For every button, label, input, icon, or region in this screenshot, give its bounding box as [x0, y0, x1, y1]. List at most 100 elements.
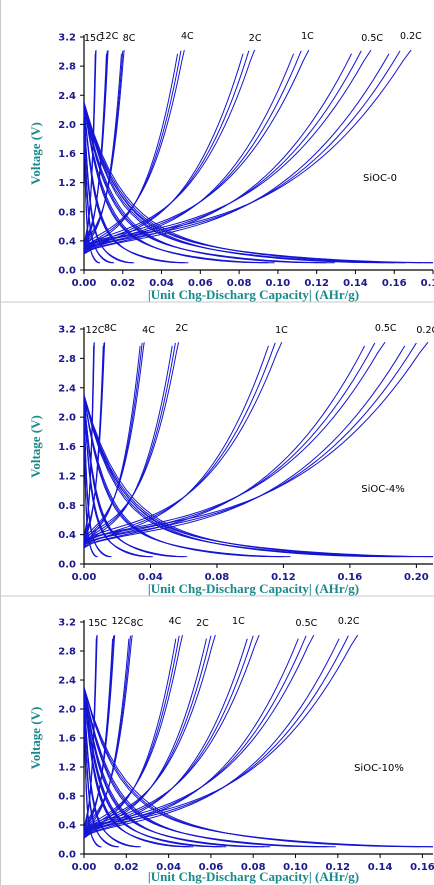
- y-tick-label: 3.2: [58, 33, 76, 44]
- charge-curve: [84, 345, 141, 548]
- charge-curve: [84, 638, 299, 839]
- sample-label: SiOC-10%: [354, 763, 404, 774]
- x-tick-label: 0.08: [227, 278, 252, 289]
- y-tick-label: 1.2: [58, 763, 76, 774]
- discharge-curve: [84, 687, 194, 848]
- charge-curve: [84, 53, 353, 255]
- x-tick-label: 0.10: [266, 278, 291, 289]
- charge-curve: [84, 341, 386, 543]
- x-tick-label: 0.10: [283, 862, 308, 873]
- series-2: [84, 50, 115, 264]
- y-tick-label: 0.8: [58, 207, 76, 218]
- charge-curve: [84, 50, 125, 249]
- x-tick-label: 0.14: [343, 278, 368, 289]
- x-tick-label: 0.08: [241, 862, 266, 873]
- x-tick-label: 0.18: [421, 278, 434, 289]
- x-tick-label: 0.02: [110, 278, 135, 289]
- y-tick-label: 2.8: [58, 647, 76, 658]
- y-axis-title: Voltage (V): [28, 122, 43, 185]
- x-tick-label: 0.14: [368, 862, 393, 873]
- y-tick-label: 2.4: [58, 676, 76, 687]
- charge-curve: [84, 635, 307, 836]
- charge-curve: [84, 49, 256, 249]
- y-tick-label: 0.8: [58, 792, 76, 803]
- charge-curve: [84, 49, 412, 249]
- chart-panel-3: 0.0 0.4 0.8 1.2 1.6 2.0 2.4 2.8 3.2 0.00 0.02 0.04 0…: [28, 616, 434, 884]
- y-tick-label: 0.0: [58, 266, 76, 277]
- y-tick-label: 1.6: [58, 734, 76, 745]
- sample-label: SiOC-0: [363, 173, 397, 184]
- x-tick-label: 0.06: [188, 278, 213, 289]
- charge-curve: [84, 342, 180, 543]
- y-tick-label: 2.8: [58, 354, 76, 365]
- rate-label: 0.5C: [375, 323, 397, 334]
- series-3: [84, 50, 135, 264]
- rate-label: 15C: [88, 618, 107, 629]
- x-tick-label: 0.12: [325, 862, 350, 873]
- y-tick-label: 0.8: [58, 501, 76, 512]
- series-4: [84, 342, 188, 558]
- x-tick-label: 0.02: [114, 862, 139, 873]
- charge-curve: [84, 342, 283, 543]
- x-tick-label: 0.12: [271, 572, 296, 583]
- discharge-curve: [84, 394, 433, 558]
- x-tick-label: 0.16: [338, 572, 363, 583]
- y-tick-label: 2.0: [58, 705, 76, 716]
- rate-label: 0.5C: [296, 618, 318, 629]
- rate-label: 2C: [196, 618, 209, 629]
- discharge-curve: [84, 102, 275, 264]
- charge-curve: [84, 634, 260, 833]
- discharge-curve: [84, 102, 406, 264]
- y-tick-label: 1.6: [58, 442, 76, 453]
- charge-curve: [84, 49, 310, 249]
- rate-label: 2C: [175, 323, 188, 334]
- charge-curve: [84, 345, 269, 549]
- chart-panel-1: 0.0 0.4 0.8 1.2 1.6 2.0 2.4 2.8 3.2 0.00 0.02 0.04 0…: [28, 31, 434, 302]
- y-axis-title: Voltage (V): [28, 707, 43, 770]
- discharge-curve: [84, 687, 433, 848]
- rate-label: 8C: [104, 323, 117, 334]
- sample-label: SiOC-4%: [361, 484, 404, 495]
- rate-label: 12C: [111, 616, 130, 627]
- x-axis-title: |Unit Chg-Discharg Capacity| (AHr/g): [148, 581, 359, 596]
- x-tick-label: 0.16: [382, 278, 407, 289]
- rate-label: 0.2C: [400, 31, 422, 42]
- y-tick-label: 2.8: [58, 62, 76, 73]
- y-tick-label: 0.0: [58, 560, 76, 571]
- y-tick-label: 1.2: [58, 178, 76, 189]
- charge-curve: [84, 50, 401, 252]
- y-tick-label: 3.2: [58, 325, 76, 336]
- rate-label: 8C: [123, 33, 136, 44]
- rate-label: 1C: [232, 616, 245, 627]
- x-tick-label: 0.04: [149, 278, 174, 289]
- y-tick-label: 2.4: [58, 91, 76, 102]
- y-tick-label: 0.4: [58, 236, 76, 247]
- y-tick-label: 2.4: [58, 383, 76, 394]
- x-tick-label: 0.12: [304, 278, 329, 289]
- rate-label: 1C: [301, 31, 314, 42]
- y-tick-label: 1.6: [58, 149, 76, 160]
- rate-label: 2C: [249, 33, 262, 44]
- x-tick-label: 0.00: [72, 278, 97, 289]
- rate-label: 12C: [100, 31, 119, 42]
- discharge-curve: [84, 102, 335, 264]
- discharge-curve: [84, 687, 102, 848]
- rate-label: 4C: [169, 616, 182, 627]
- x-tick-label: 0.04: [156, 862, 181, 873]
- y-axis-title: Voltage (V): [28, 415, 43, 478]
- charge-curve: [84, 342, 276, 546]
- charge-curve: [84, 342, 417, 546]
- series-8: [84, 49, 433, 264]
- y-tick-label: 2.0: [58, 120, 76, 131]
- series-7: [84, 341, 433, 558]
- discharge-curve: [84, 687, 141, 848]
- charge-curve: [84, 634, 216, 833]
- x-tick-label: 0.08: [205, 572, 230, 583]
- discharge-curve: [84, 395, 153, 558]
- charge-curve: [84, 342, 145, 543]
- discharge-curve: [84, 102, 189, 264]
- series-7: [84, 49, 406, 264]
- discharge-curve: [84, 102, 433, 264]
- x-tick-label: 0.00: [72, 862, 97, 873]
